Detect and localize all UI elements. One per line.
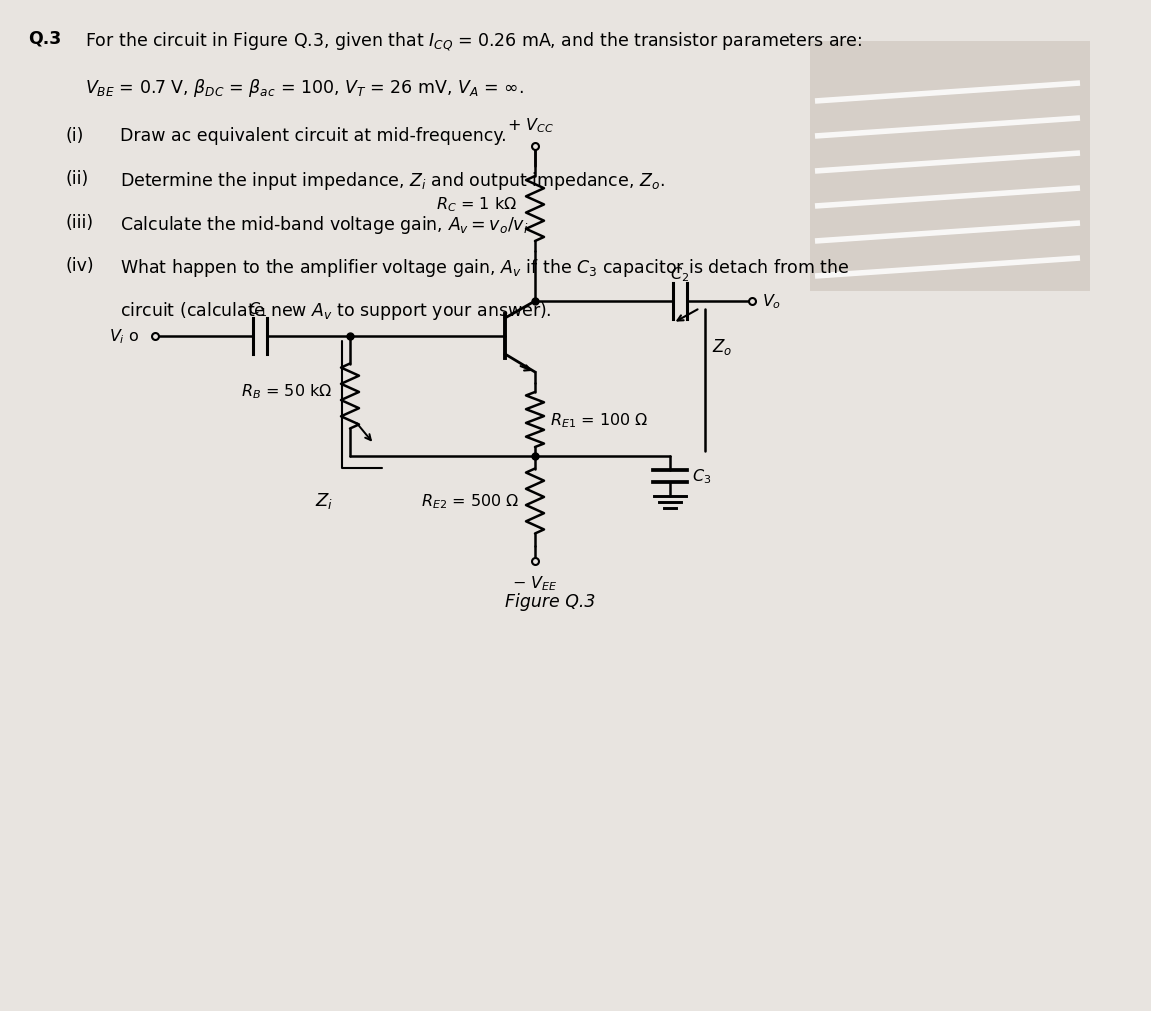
Bar xyxy=(810,42,1090,292)
Text: (iv): (iv) xyxy=(64,257,93,275)
Text: $C_2$: $C_2$ xyxy=(670,265,689,284)
Text: Calculate the mid-band voltage gain, $A_v = v_o/v_i$: Calculate the mid-band voltage gain, $A_… xyxy=(120,213,528,236)
Text: $V_i\ $o: $V_i\ $o xyxy=(109,328,140,346)
Text: $R_C$ = 1 k$\Omega$: $R_C$ = 1 k$\Omega$ xyxy=(436,195,517,213)
Text: $R_{E1}$ = 100 $\Omega$: $R_{E1}$ = 100 $\Omega$ xyxy=(550,410,649,430)
Text: For the circuit in Figure Q.3, given that $I_{CQ}$ = 0.26 mA, and the transistor: For the circuit in Figure Q.3, given tha… xyxy=(85,30,862,53)
Text: $-\ V_{EE}$: $-\ V_{EE}$ xyxy=(512,573,558,592)
Text: Figure Q.3: Figure Q.3 xyxy=(505,592,595,611)
Text: $R_{E2}$ = 500 $\Omega$: $R_{E2}$ = 500 $\Omega$ xyxy=(421,492,520,511)
Text: + $V_{CC}$: + $V_{CC}$ xyxy=(506,116,554,134)
Text: $Z_i$: $Z_i$ xyxy=(315,490,333,511)
Text: $C_1$: $C_1$ xyxy=(249,300,267,318)
Text: What happen to the amplifier voltage gain, $A_v$ if the $C_3$ capacitor is detac: What happen to the amplifier voltage gai… xyxy=(120,257,849,279)
Text: Q.3: Q.3 xyxy=(28,30,61,48)
Text: (i): (i) xyxy=(64,126,83,145)
Text: $R_B$ = 50 k$\Omega$: $R_B$ = 50 k$\Omega$ xyxy=(241,382,331,401)
Text: $C_3$: $C_3$ xyxy=(692,467,711,486)
Text: $V_{BE}$ = 0.7 V, $\beta_{DC}$ = $\beta_{ac}$ = 100, $V_T$ = 26 mV, $V_A$ = $\in: $V_{BE}$ = 0.7 V, $\beta_{DC}$ = $\beta_… xyxy=(85,77,524,99)
Text: circuit (calculate new $A_v$ to support your answer).: circuit (calculate new $A_v$ to support … xyxy=(120,299,551,321)
Text: (iii): (iii) xyxy=(64,213,93,232)
Text: Determine the input impedance, $Z_i$ and output impedance, $Z_o$.: Determine the input impedance, $Z_i$ and… xyxy=(120,170,664,192)
Text: $Z_o$: $Z_o$ xyxy=(712,337,732,357)
Text: $V_o$: $V_o$ xyxy=(762,292,782,311)
Text: (ii): (ii) xyxy=(64,170,89,188)
Text: Draw ac equivalent circuit at mid-frequency.: Draw ac equivalent circuit at mid-freque… xyxy=(120,126,506,145)
